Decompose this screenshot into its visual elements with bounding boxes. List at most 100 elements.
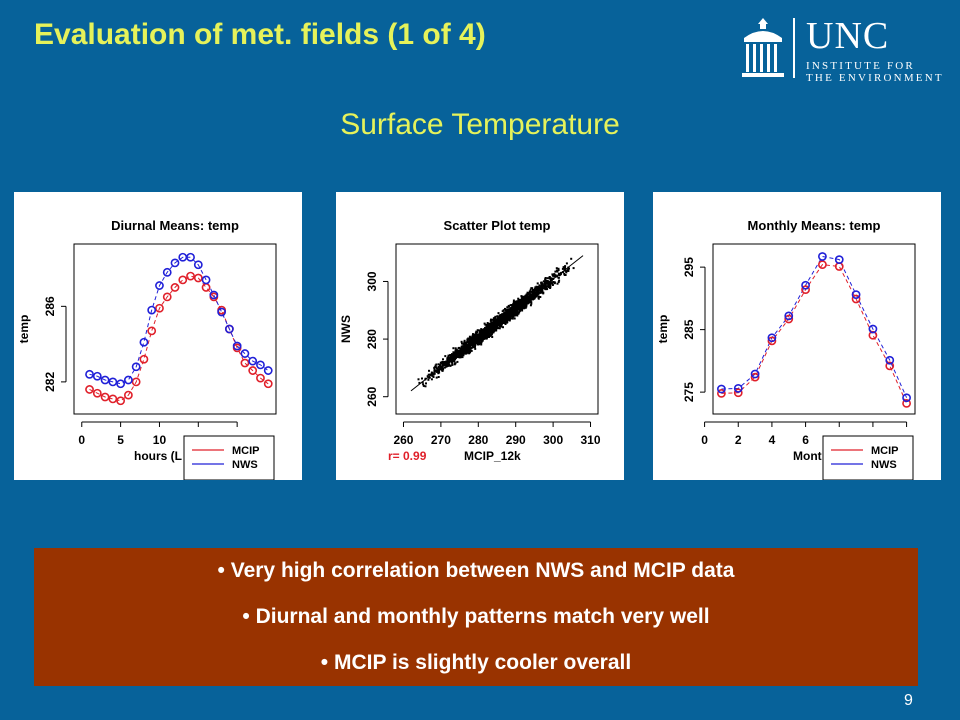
- data-point-mcip: [248, 366, 258, 375]
- unc-logo: UNC INSTITUTE FOR THE ENVIRONMENT: [740, 14, 950, 84]
- scatter-point: [447, 358, 450, 361]
- scatter-point: [445, 365, 448, 368]
- scatter-point: [514, 314, 517, 316]
- scatter-point: [486, 322, 489, 324]
- scatter-point: [511, 305, 514, 308]
- scatter-point: [556, 270, 559, 273]
- scatter-point: [444, 355, 447, 358]
- data-point-nws: [116, 379, 126, 389]
- scatter-point: [468, 341, 471, 344]
- scatter-point: [544, 286, 546, 289]
- scatter-point: [528, 290, 531, 293]
- scatter-point: [480, 333, 483, 335]
- scatter-point: [508, 315, 511, 318]
- scatter-point: [553, 273, 556, 276]
- scatter-point: [517, 300, 520, 303]
- scatter-point: [538, 284, 541, 287]
- scatter-point: [454, 357, 457, 359]
- scatter-point: [478, 329, 481, 332]
- x-axis-label: hours (L: [134, 449, 182, 463]
- data-point-mcip: [162, 292, 172, 302]
- scatter-point: [495, 321, 497, 324]
- scatter-point: [532, 290, 535, 293]
- scatter-point: [469, 339, 472, 342]
- data-point-mcip: [256, 373, 265, 383]
- scatter-point: [469, 347, 472, 350]
- scatter-point: [546, 288, 549, 291]
- scatter-point: [460, 355, 463, 357]
- fit-line: [410, 255, 584, 392]
- scatter-point: [521, 295, 524, 298]
- scatter-point: [496, 315, 499, 318]
- scatter-point: [468, 352, 471, 355]
- scatter-point: [458, 355, 461, 358]
- scatter-point: [519, 300, 522, 303]
- scatter-point: [446, 357, 449, 360]
- scatter-point: [552, 281, 555, 283]
- scatter-point: [483, 337, 486, 340]
- scatter-point: [556, 282, 559, 285]
- scatter-point: [535, 286, 538, 289]
- scatter-point: [502, 326, 504, 329]
- data-point-nws: [217, 307, 227, 317]
- scatter-point: [422, 384, 425, 387]
- scatter-point: [542, 284, 545, 287]
- scatter-point: [505, 313, 508, 316]
- scatter-point: [557, 281, 560, 284]
- scatter-point: [557, 267, 560, 270]
- data-point-mcip: [263, 379, 273, 389]
- x-axis-label: MCIP_12k: [464, 449, 521, 463]
- scatter-point: [426, 375, 429, 378]
- data-point-nws: [224, 324, 234, 334]
- scatter-point: [461, 348, 464, 351]
- scatter-point: [461, 342, 463, 345]
- scatter-point: [490, 333, 493, 336]
- y-axis-label: temp: [656, 315, 670, 344]
- scatter-point: [451, 355, 454, 358]
- data-point-nws: [902, 393, 911, 403]
- data-point-mcip: [240, 358, 250, 368]
- scatter-point: [564, 267, 566, 270]
- scatter-point: [483, 334, 486, 337]
- scatter-point: [503, 317, 506, 320]
- series-line-nws: [89, 256, 269, 385]
- scatter-point: [520, 295, 523, 298]
- scatter-point: [528, 301, 531, 303]
- scatter-point: [512, 303, 515, 306]
- y-tick-label: 295: [682, 257, 696, 277]
- scatter-point: [522, 304, 525, 307]
- scatter-point: [475, 342, 478, 345]
- data-point-nws: [123, 375, 133, 385]
- scatter-point: [517, 297, 520, 300]
- scatter-point: [442, 358, 444, 361]
- scatter-point: [497, 312, 500, 315]
- data-point-mcip: [147, 326, 157, 336]
- summary-item-correlation: • Very high correlation between NWS and …: [217, 559, 735, 582]
- scatter-point: [437, 366, 440, 369]
- scatter-point: [543, 281, 546, 284]
- y-axis-label: temp: [17, 315, 31, 344]
- scatter-point: [523, 303, 526, 306]
- logo-divider: [793, 18, 795, 78]
- scatter-point: [443, 366, 446, 369]
- scatter-point: [477, 335, 480, 338]
- scatter-point: [462, 350, 464, 353]
- scatter-point: [544, 283, 547, 286]
- scatter-point: [506, 317, 509, 320]
- scatter-point: [549, 285, 552, 288]
- chart-title: Diurnal Means: temp: [111, 218, 239, 233]
- scatter-point: [487, 327, 490, 330]
- slide-subtitle: Surface Temperature: [340, 108, 620, 141]
- page-number: 9: [904, 692, 913, 709]
- data-point-mcip: [767, 336, 777, 346]
- scatter-point: [483, 333, 486, 335]
- scatter-point: [499, 325, 501, 328]
- scatter-point: [480, 340, 483, 343]
- scatter-point: [530, 287, 533, 290]
- scatter-point: [538, 286, 541, 289]
- scatter-point: [448, 361, 451, 364]
- scatter-point: [503, 321, 506, 324]
- data-point-mcip: [100, 392, 110, 402]
- scatter-point: [427, 378, 430, 381]
- data-point-nws: [256, 360, 265, 370]
